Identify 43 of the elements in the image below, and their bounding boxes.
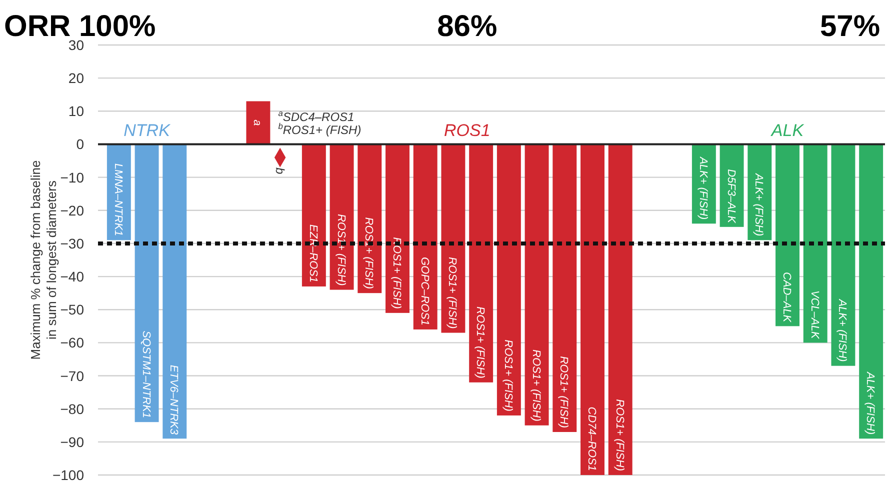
y-tick-label: −20 <box>60 202 84 218</box>
x-tick-label: VCL–ALK <box>808 290 820 340</box>
x-tick-label: ALK+ (FISH) <box>836 298 848 362</box>
y-tick-label: −40 <box>60 268 84 285</box>
x-tick-label: GOPC–ROS1 <box>418 256 430 326</box>
annotation: $^{a}$SDC4–ROS1 <box>278 108 354 124</box>
x-tick-label: a <box>251 120 264 126</box>
annotation: $^{b}$ROS1+ (FISH) <box>278 121 362 137</box>
x-tick-label: ALK+ (FISH) <box>864 370 876 435</box>
text: 57% <box>820 10 880 43</box>
x-tick-label: ROS1+ (FISH) <box>446 256 458 330</box>
x-tick-label: ROS1+ (FISH) <box>474 306 486 379</box>
series-label: NTRK <box>124 121 171 140</box>
x-tick-label: ALK+ (FISH) <box>696 156 709 220</box>
x-tick-label: ETV6–NTRK3 <box>168 364 180 436</box>
y-tick-label: −70 <box>60 368 84 384</box>
y-tick-label: −10 <box>60 169 84 186</box>
x-tick-label: ROS1+ (FISH) <box>558 356 570 428</box>
x-tick-label: CAD–ALK <box>780 272 792 323</box>
x-tick-label: LMNA–NTRK1 <box>112 163 124 236</box>
y-axis-title: Maximum % change from baseline in sum of longest diameters <box>28 160 59 360</box>
x-tick-label: ALK+ (FISH) <box>752 172 765 236</box>
y-tick-label: −80 <box>60 400 84 417</box>
y-tick-label: −60 <box>60 334 84 351</box>
y-tick-label: 20 <box>68 70 84 86</box>
x-tick-label: CD74–ROS1 <box>586 406 598 471</box>
y-tick-label: 10 <box>68 103 84 120</box>
x-tick-label: ROS1+ (FISH) <box>502 340 514 412</box>
y-tick-label: −50 <box>60 302 84 318</box>
x-tick-label: D5F3–ALK <box>724 169 737 224</box>
series-label: ROS1 <box>444 121 490 140</box>
x-tick-label: ROS1+ (FISH) <box>530 350 542 422</box>
text: 86% <box>437 10 498 43</box>
x-tick-label: SQSTM1–NTRK1 <box>140 330 152 418</box>
y-tick-label: 0 <box>76 136 84 152</box>
series-label: ALK <box>770 121 804 140</box>
y-tick-label: −90 <box>60 434 84 450</box>
y-tick-label: −100 <box>52 467 84 482</box>
x-tick-label: ROS1+ (FISH) <box>613 399 626 472</box>
x-tick-label: ROS1+ (FISH) <box>334 214 347 286</box>
x-tick-label: b <box>273 167 288 174</box>
y-tick-label: −30 <box>60 235 84 252</box>
x-tick-label: EZR–ROS1 <box>306 224 319 282</box>
